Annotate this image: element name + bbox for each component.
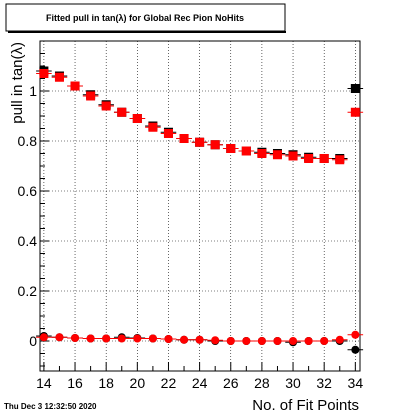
data-point-circle (195, 335, 204, 344)
x-tick-label: 18 (98, 375, 114, 391)
y-tick-label: 0.4 (18, 233, 38, 249)
x-tick-label: 22 (161, 375, 177, 391)
data-point-square (132, 114, 142, 123)
data-point-square (241, 146, 251, 156)
data-point-square (101, 101, 111, 111)
x-tick-label: 26 (223, 375, 239, 391)
data-point-square (70, 81, 80, 91)
data-point-square (319, 154, 329, 163)
x-tick-label: 24 (192, 375, 208, 391)
data-point-square (257, 149, 267, 158)
y-axis-label: pull in tan(λ) (9, 42, 26, 124)
y-tick-label: 1 (29, 83, 37, 99)
data-points (36, 66, 364, 354)
data-point-square (304, 154, 314, 163)
data-point-circle (164, 335, 173, 343)
x-tick-label: 28 (254, 375, 270, 391)
data-point-square (39, 69, 49, 78)
timestamp: Thu Dec 3 12:32:50 2020 (4, 402, 97, 411)
x-tick-label: 30 (285, 375, 301, 391)
x-tick-label: 14 (36, 375, 52, 391)
data-point-square (272, 150, 282, 160)
data-point-square (210, 140, 220, 150)
data-point-square (179, 134, 189, 143)
data-point-circle (148, 334, 157, 343)
x-axis-label: No. of Fit Points (252, 397, 359, 414)
y-tick-label: 0.2 (18, 283, 38, 299)
data-point-circle (242, 337, 251, 345)
data-point-square (350, 107, 360, 117)
data-point-circle (180, 335, 189, 344)
title-box-shadow (8, 31, 286, 33)
y-tick-label: 0.8 (18, 133, 38, 149)
data-point-circle (39, 333, 48, 342)
data-point-square (335, 155, 345, 165)
data-point-circle (351, 330, 360, 339)
data-point-circle (133, 334, 142, 343)
data-point-circle (335, 335, 344, 344)
data-point-square (226, 144, 236, 153)
x-tick-label: 32 (316, 375, 332, 391)
y-axis-ticks: 0 0.2 0.4 0.6 0.8 1 (18, 40, 49, 367)
data-point-square (163, 129, 173, 138)
data-point-circle (71, 334, 80, 342)
data-point-circle (55, 333, 64, 342)
data-point-square (117, 107, 127, 117)
data-point-square (350, 84, 360, 93)
data-point-circle (102, 334, 111, 343)
data-point-circle (304, 337, 313, 345)
x-tick-label: 16 (67, 375, 83, 391)
y-tick-label: 0 (29, 333, 37, 349)
data-point-square (86, 91, 96, 101)
y-tick-label: 0.6 (18, 183, 38, 199)
title-box (5, 3, 286, 32)
x-axis-ticks: 14 16 18 20 22 24 26 28 30 32 34 (36, 362, 363, 391)
data-point-square (148, 122, 158, 132)
data-point-circle (226, 337, 235, 345)
data-point-circle (273, 337, 282, 345)
data-point-circle (117, 334, 126, 343)
chart-title: Fitted pull in tan(λ) for Global Rec Pio… (46, 13, 244, 23)
data-point-circle (257, 337, 266, 345)
x-tick-label: 34 (348, 375, 364, 391)
data-point-square (54, 72, 64, 82)
data-point-square (195, 137, 205, 147)
data-point-square (288, 151, 298, 161)
data-point-circle (86, 334, 95, 343)
data-point-circle (289, 337, 298, 345)
data-point-circle (211, 336, 220, 345)
data-point-circle (351, 345, 360, 354)
data-point-circle (320, 337, 329, 345)
x-tick-label: 20 (130, 375, 146, 391)
